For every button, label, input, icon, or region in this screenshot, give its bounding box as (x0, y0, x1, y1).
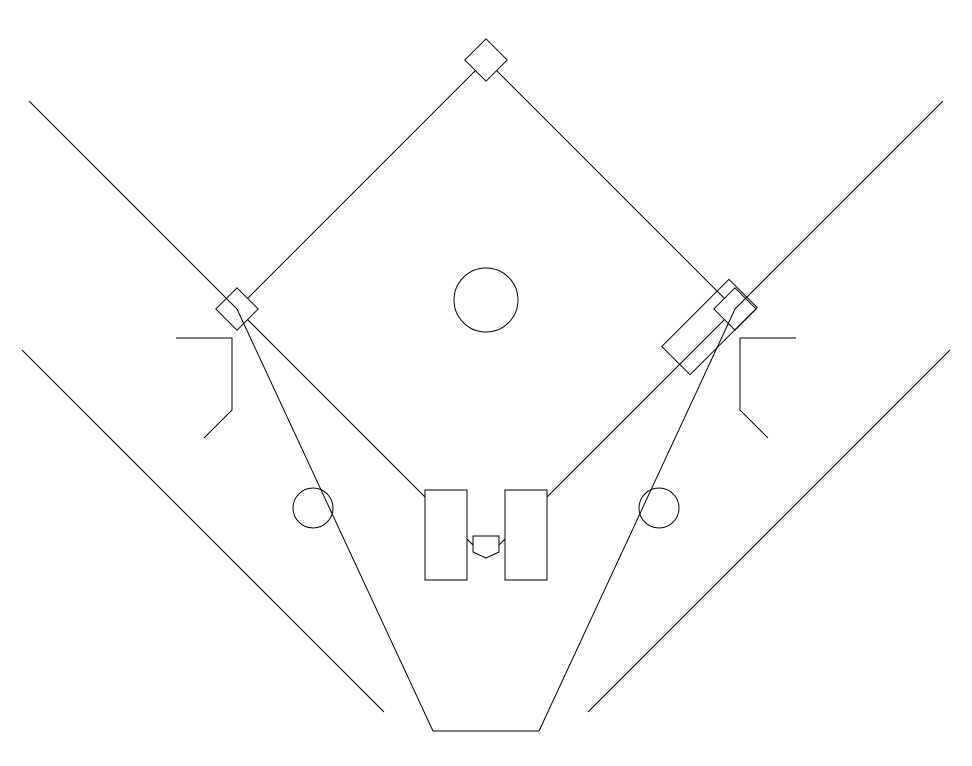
batters-box-left (425, 490, 467, 580)
batters-box-right (505, 490, 547, 580)
background (0, 0, 972, 766)
